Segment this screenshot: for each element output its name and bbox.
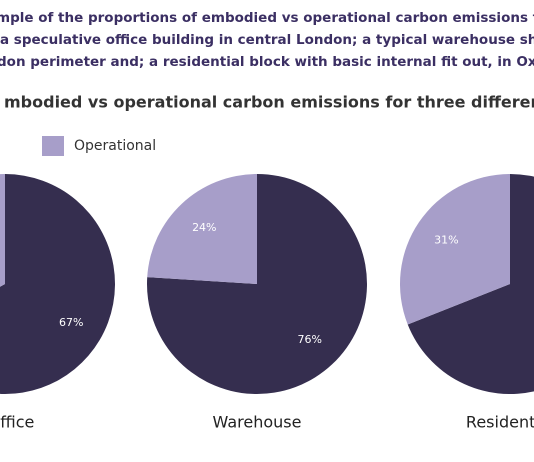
caption-line: a speculative office building in central… <box>0 32 534 48</box>
legend-label: Operational <box>74 138 156 154</box>
pie-slice <box>0 174 115 394</box>
category-label: Office <box>0 413 34 432</box>
pie-slice <box>147 174 257 284</box>
pie-slice <box>0 174 5 287</box>
caption-line: don perimeter and; a residential block w… <box>0 54 534 70</box>
value-label: 76% <box>297 333 321 346</box>
pie-slice <box>407 174 534 394</box>
legend-swatch <box>42 136 64 156</box>
category-label: Warehouse <box>213 413 302 432</box>
chart-title: mbodied vs operational carbon emissions … <box>4 93 534 112</box>
caption-line: mple of the proportions of embodied vs o… <box>0 10 534 26</box>
value-label: 24% <box>192 221 216 234</box>
value-label: 31% <box>434 234 458 247</box>
pie-slice <box>399 174 510 325</box>
category-label: Residential <box>466 413 534 432</box>
value-label: 67% <box>59 316 83 329</box>
